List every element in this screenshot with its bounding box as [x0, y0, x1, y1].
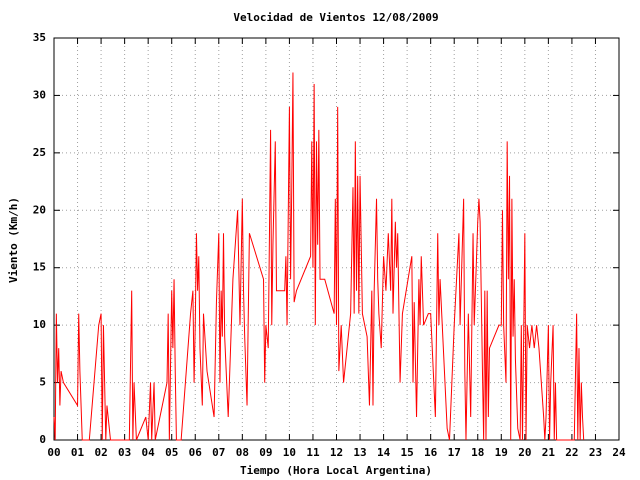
y-axis-label: Viento (Km/h)	[7, 197, 20, 283]
x-tick-label: 05	[165, 446, 178, 459]
x-tick-label: 17	[448, 446, 461, 459]
x-tick-label: 11	[306, 446, 320, 459]
y-tick-label: 25	[33, 146, 46, 159]
x-tick-label: 19	[495, 446, 508, 459]
x-tick-label: 20	[518, 446, 531, 459]
x-tick-label: 01	[71, 446, 85, 459]
x-tick-label: 15	[401, 446, 414, 459]
x-tick-label: 00	[47, 446, 60, 459]
x-tick-label: 12	[330, 446, 343, 459]
x-tick-label: 04	[142, 446, 156, 459]
plot-border	[53, 37, 620, 441]
x-tick-label: 07	[212, 446, 225, 459]
x-axis-label: Tiempo (Hora Local Argentina)	[240, 464, 432, 477]
x-tick-label: 10	[283, 446, 296, 459]
line	[53, 72, 585, 441]
x-tick-label: 16	[424, 446, 438, 459]
x-tick-label: 13	[353, 446, 366, 459]
x-tick-label: 03	[118, 446, 131, 459]
x-tick-label: 08	[236, 446, 249, 459]
x-tick-label: 09	[259, 446, 272, 459]
y-tick-label: 5	[39, 376, 46, 389]
y-tick-label: 20	[33, 203, 46, 216]
x-tick-label: 06	[189, 446, 203, 459]
y-tick-label: 10	[33, 318, 46, 331]
y-tick-label: 35	[33, 31, 46, 44]
y-tick-label: 30	[33, 88, 46, 101]
x-tick-label: 23	[589, 446, 602, 459]
y-tick-label: 15	[33, 261, 46, 274]
x-tick-label: 18	[471, 446, 484, 459]
y-tick-label: 0	[39, 433, 46, 446]
x-tick-label: 21	[542, 446, 556, 459]
chart-title: Velocidad de Vientos 12/08/2009	[233, 11, 438, 24]
x-tick-label: 02	[94, 446, 107, 459]
x-tick-label: 14	[377, 446, 391, 459]
x-tick-label: 24	[612, 446, 626, 459]
x-tick-label: 22	[565, 446, 578, 459]
